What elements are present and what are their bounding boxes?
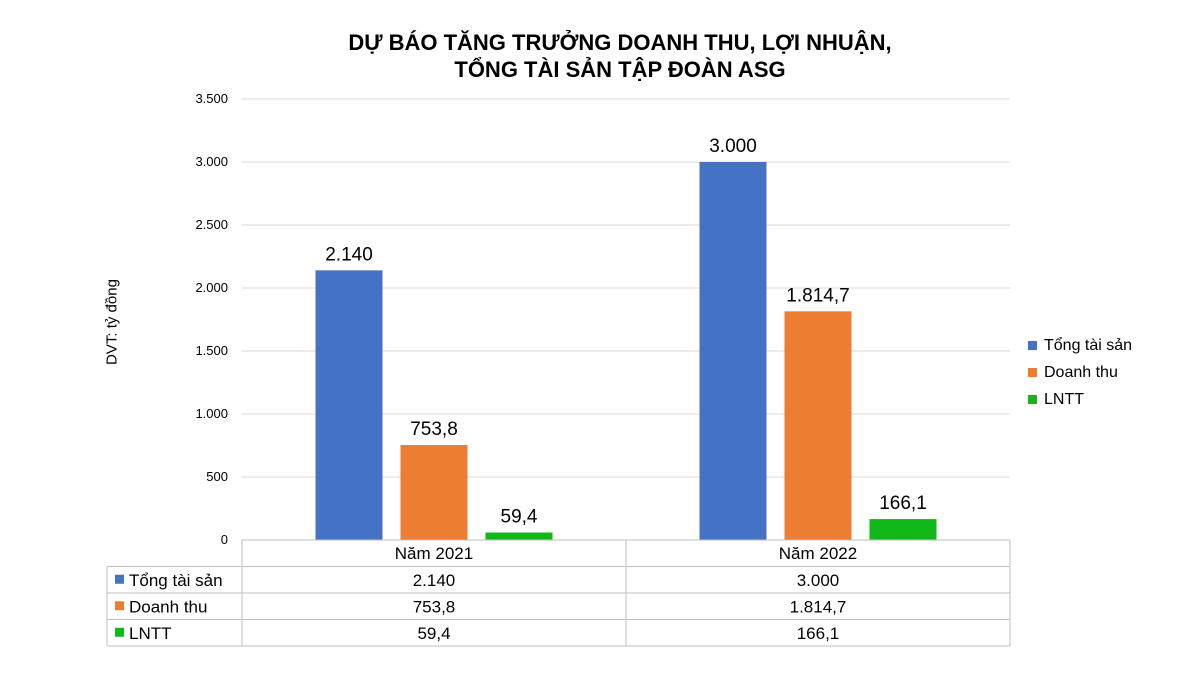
data-label: 2.140: [325, 244, 373, 265]
y-tick-label: 3.000: [195, 154, 228, 169]
bar: [315, 270, 383, 540]
legend-item-lntt: LNTT: [1028, 386, 1132, 413]
x-tick-label: Năm 2022: [779, 544, 857, 563]
legend-label: Doanh thu: [1044, 363, 1118, 381]
table-legend-swatch: [115, 601, 124, 611]
table-legend-swatch: [115, 574, 124, 584]
table-cell: 753,8: [413, 597, 456, 616]
bar: [784, 311, 852, 540]
legend: Tổng tài sản Doanh thu LNTT: [1028, 332, 1132, 413]
legend-swatch: [1028, 368, 1037, 377]
y-tick-label: 1.000: [195, 406, 228, 421]
legend-swatch: [1028, 341, 1037, 350]
bar: [485, 532, 553, 540]
table-cell: 1.814,7: [790, 597, 847, 616]
data-label: 3.000: [709, 136, 757, 157]
bar: [869, 519, 937, 540]
y-tick-label: 500: [206, 469, 228, 484]
legend-label: LNTT: [1044, 390, 1084, 408]
y-tick-label: 3.500: [195, 91, 228, 106]
table-legend-swatch: [115, 627, 124, 637]
table-row-label: LNTT: [129, 624, 172, 643]
table-cell: 166,1: [797, 624, 840, 643]
chart-title-line-1: DỰ BÁO TĂNG TRƯỞNG DOANH THU, LỢI NHUẬN,: [348, 30, 892, 55]
table-cell: 59,4: [417, 624, 450, 643]
chart-title-line-2: TỔNG TÀI SẢN TẬP ĐOÀN ASG: [454, 57, 786, 82]
legend-label: Tổng tài sản: [1044, 336, 1133, 354]
y-tick-label: 2.500: [195, 217, 228, 232]
y-tick-label: 2.000: [195, 280, 228, 295]
table-row-label: Doanh thu: [129, 597, 207, 616]
legend-item-doanh-thu: Doanh thu: [1028, 359, 1132, 386]
legend-item-tong-tai-san: Tổng tài sản: [1028, 332, 1132, 359]
table-cell: 3.000: [797, 571, 840, 590]
data-label: 1.814,7: [786, 285, 849, 306]
data-label: 166,1: [879, 493, 927, 514]
table-row-label: Tổng tài sản: [129, 571, 223, 590]
legend-swatch: [1028, 395, 1037, 404]
data-label: 753,8: [410, 419, 458, 440]
y-tick-label: 1.500: [195, 343, 228, 358]
y-tick-label: 0: [221, 532, 228, 547]
bar: [699, 162, 767, 540]
data-label: 59,4: [501, 507, 538, 528]
bar: [400, 445, 468, 540]
x-tick-label: Năm 2021: [395, 544, 473, 563]
table-cell: 2.140: [413, 571, 456, 590]
